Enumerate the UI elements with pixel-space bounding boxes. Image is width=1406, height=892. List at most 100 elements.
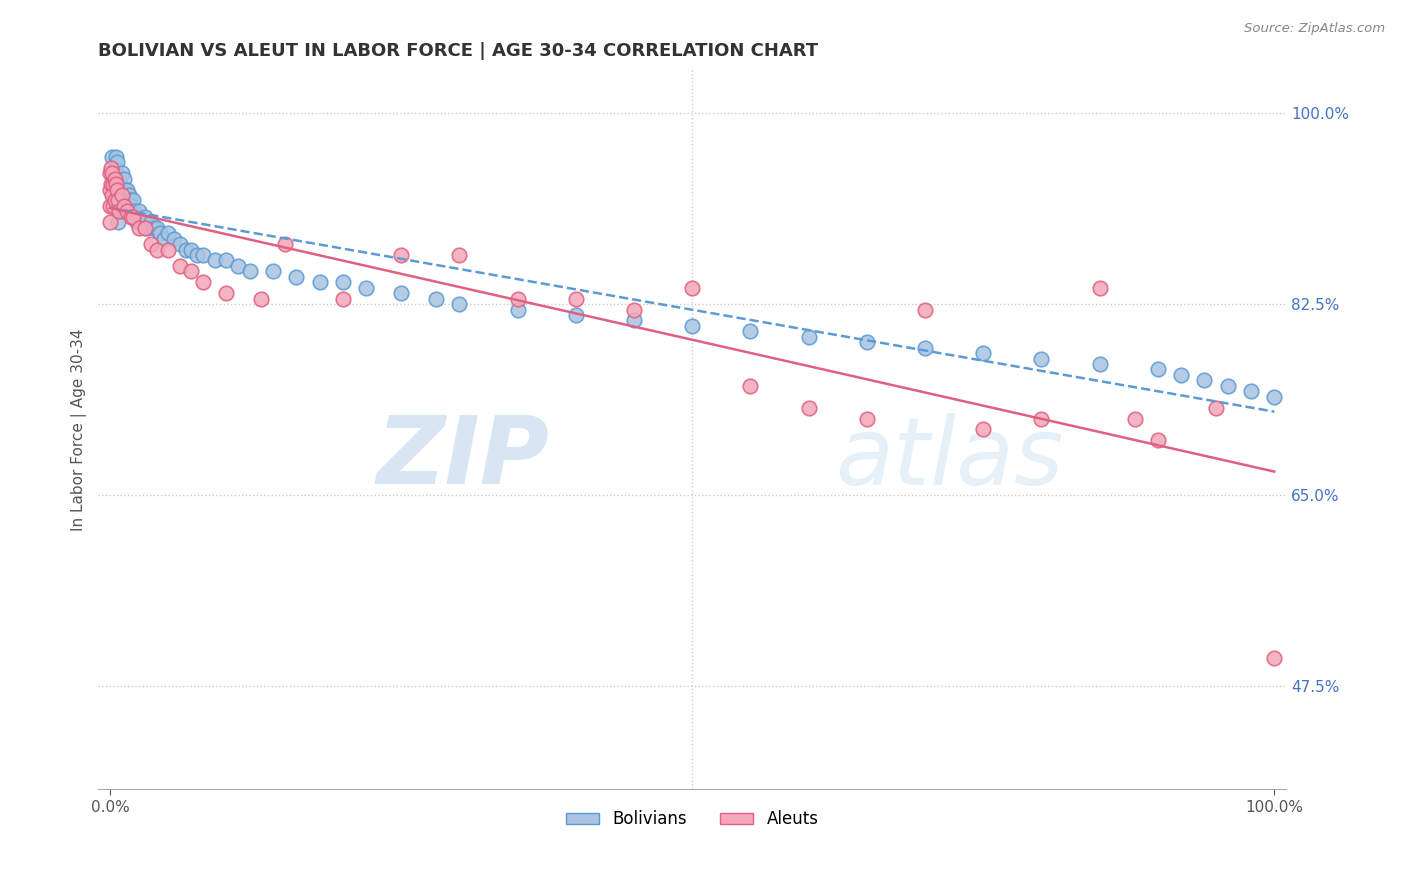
Point [112,194,135,208]
Point [1123,411,1146,425]
Point [108,171,131,186]
Point [157,243,180,257]
Point [215,253,238,268]
Point [114,183,136,197]
Point [134,220,156,235]
Point [169,237,191,252]
Point [332,275,354,289]
Point [1031,351,1053,366]
Point [134,210,156,224]
Point [101,166,124,180]
Point [128,204,150,219]
Point [117,188,139,202]
Point [180,243,202,257]
Point [623,313,645,327]
Point [111,204,134,219]
Point [143,220,166,235]
Point [117,183,139,197]
Point [506,302,529,317]
Point [105,188,128,202]
Point [1147,434,1170,448]
Point [104,177,127,191]
Point [354,281,377,295]
Point [180,264,202,278]
Point [797,330,820,344]
Point [108,204,131,219]
Point [117,204,139,219]
Point [681,318,703,333]
Point [169,259,191,273]
Point [972,346,994,360]
Y-axis label: In Labor Force | Age 30-34: In Labor Force | Age 30-34 [72,328,87,531]
Point [1263,390,1285,404]
Point [1205,401,1227,415]
Point [191,275,214,289]
Point [1170,368,1192,382]
Point [1031,411,1053,425]
Point [1240,384,1263,399]
Point [856,411,879,425]
Point [740,324,762,338]
Point [104,183,127,197]
Point [152,232,174,246]
Point [122,210,145,224]
Point [107,215,129,229]
Point [131,215,153,229]
Point [124,204,146,219]
Point [149,226,172,240]
Point [98,215,121,229]
Point [115,188,138,202]
Point [1088,281,1111,295]
Point [122,194,145,208]
Point [449,248,471,262]
Point [157,226,180,240]
Point [120,210,142,224]
Point [564,292,586,306]
Point [1263,651,1285,665]
Point [98,166,121,180]
Text: Source: ZipAtlas.com: Source: ZipAtlas.com [1244,22,1385,36]
Point [125,215,148,229]
Point [112,171,135,186]
Point [104,171,127,186]
Text: BOLIVIAN VS ALEUT IN LABOR FORCE | AGE 30-34 CORRELATION CHART: BOLIVIAN VS ALEUT IN LABOR FORCE | AGE 3… [98,42,818,60]
Point [110,177,132,191]
Point [101,188,124,202]
Point [681,281,703,295]
Point [186,248,208,262]
Point [107,183,129,197]
Point [425,292,447,306]
Legend: Bolivians, Aleuts: Bolivians, Aleuts [558,804,825,835]
Point [139,215,162,229]
Point [107,194,129,208]
Point [285,269,308,284]
Point [104,161,127,175]
Point [215,286,238,301]
Text: ZIP: ZIP [377,412,550,504]
Point [108,194,131,208]
Point [797,401,820,415]
Point [1194,373,1216,387]
Point [239,264,262,278]
Point [332,292,354,306]
Point [389,286,412,301]
Point [623,302,645,317]
Point [163,232,186,246]
Point [117,204,139,219]
Point [174,243,197,257]
Point [105,155,128,169]
Point [120,199,142,213]
Point [101,166,124,180]
Point [104,194,127,208]
Point [107,199,129,213]
Point [273,237,295,252]
Point [103,177,125,191]
Point [112,199,135,213]
Point [110,199,132,213]
Point [145,220,167,235]
Point [250,292,273,306]
Point [564,308,586,322]
Point [118,194,141,208]
Point [128,220,150,235]
Point [1216,379,1239,393]
